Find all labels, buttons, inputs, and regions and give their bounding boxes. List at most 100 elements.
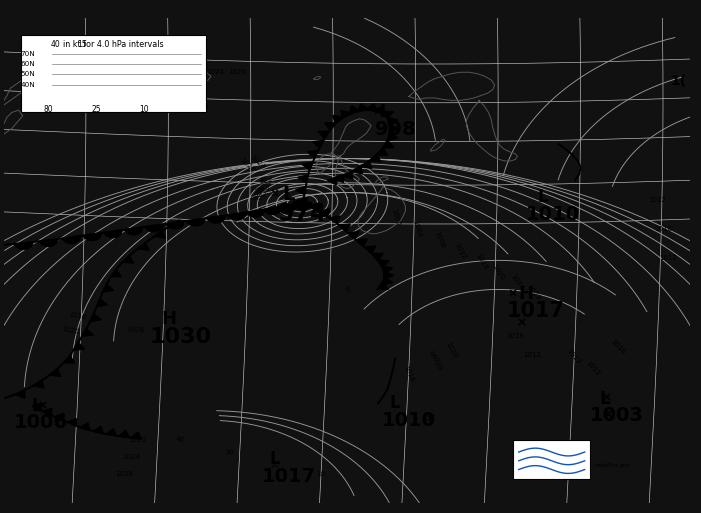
Text: L: L [538, 188, 548, 206]
Polygon shape [145, 224, 163, 232]
Polygon shape [138, 243, 149, 250]
Polygon shape [82, 329, 93, 336]
Polygon shape [264, 206, 282, 214]
Polygon shape [384, 271, 394, 280]
Text: 1017: 1017 [507, 301, 565, 321]
Text: L: L [599, 389, 610, 407]
Text: 60N: 60N [21, 61, 36, 67]
Text: 20: 20 [270, 462, 280, 469]
Text: 14020: 14020 [428, 349, 442, 372]
Polygon shape [377, 282, 388, 289]
Polygon shape [74, 343, 85, 350]
Polygon shape [104, 230, 122, 238]
Polygon shape [369, 154, 381, 162]
Text: 1012: 1012 [648, 197, 667, 203]
Polygon shape [15, 390, 25, 398]
Text: 1012: 1012 [585, 360, 601, 377]
Text: 15: 15 [78, 40, 88, 49]
Polygon shape [378, 260, 389, 267]
Polygon shape [302, 162, 313, 170]
Polygon shape [280, 204, 297, 211]
Polygon shape [318, 131, 329, 139]
Polygon shape [388, 133, 398, 141]
Polygon shape [339, 224, 350, 231]
Text: 1010: 1010 [382, 411, 436, 430]
Text: 1020: 1020 [128, 437, 147, 443]
Polygon shape [33, 380, 44, 388]
Text: 1012: 1012 [524, 352, 541, 358]
Text: 1024: 1024 [206, 69, 224, 75]
Text: H: H [518, 285, 533, 303]
Text: 1(: 1( [671, 74, 687, 88]
Polygon shape [382, 266, 393, 273]
Polygon shape [171, 220, 182, 228]
Polygon shape [80, 423, 90, 430]
Text: 998: 998 [375, 120, 416, 139]
Polygon shape [356, 239, 367, 246]
Text: 1020: 1020 [491, 264, 505, 282]
Polygon shape [382, 111, 393, 119]
Polygon shape [329, 216, 340, 224]
Polygon shape [90, 314, 101, 322]
Polygon shape [228, 212, 245, 220]
Text: 1020: 1020 [190, 102, 209, 112]
Polygon shape [83, 233, 101, 241]
Text: 1004: 1004 [411, 219, 423, 238]
Polygon shape [333, 115, 343, 123]
Text: 1024: 1024 [249, 154, 266, 170]
Text: 50: 50 [343, 285, 351, 294]
FancyBboxPatch shape [513, 440, 590, 480]
Text: 992: 992 [250, 196, 262, 201]
Text: 1012: 1012 [454, 242, 467, 261]
Polygon shape [293, 199, 304, 207]
Polygon shape [343, 171, 353, 179]
Text: 1024: 1024 [122, 454, 139, 460]
Polygon shape [361, 161, 372, 168]
Text: 40: 40 [176, 436, 186, 443]
Polygon shape [40, 239, 57, 246]
Polygon shape [334, 174, 345, 183]
Polygon shape [62, 236, 81, 244]
Polygon shape [118, 430, 129, 438]
Polygon shape [308, 203, 320, 211]
Text: 1017: 1017 [261, 467, 315, 486]
Polygon shape [123, 255, 133, 263]
Text: L: L [390, 394, 400, 412]
Polygon shape [131, 432, 142, 439]
Polygon shape [307, 150, 318, 158]
Polygon shape [296, 187, 306, 194]
Polygon shape [32, 403, 41, 410]
Text: 80: 80 [43, 105, 53, 113]
Text: 1016: 1016 [474, 252, 488, 271]
Polygon shape [67, 419, 76, 426]
Text: 1020: 1020 [444, 341, 458, 359]
Polygon shape [374, 106, 384, 114]
Text: 30: 30 [224, 449, 233, 456]
Polygon shape [64, 356, 75, 363]
Text: 1016: 1016 [654, 226, 672, 232]
Polygon shape [50, 369, 60, 377]
Text: 1020: 1020 [62, 326, 80, 335]
Text: 1028: 1028 [526, 283, 542, 301]
Text: 992: 992 [253, 192, 266, 199]
Text: 1028: 1028 [126, 326, 144, 333]
Text: L: L [270, 450, 280, 468]
Polygon shape [319, 209, 329, 216]
Polygon shape [186, 219, 205, 226]
Text: 1003: 1003 [590, 406, 644, 425]
Text: 1016: 1016 [610, 339, 627, 356]
Polygon shape [376, 148, 388, 155]
Text: 1016: 1016 [402, 365, 415, 384]
Text: 1012: 1012 [660, 255, 677, 261]
Text: 70N: 70N [21, 51, 36, 57]
Polygon shape [325, 123, 336, 130]
Text: 25: 25 [91, 105, 101, 113]
Text: 1024: 1024 [168, 103, 186, 113]
Polygon shape [106, 429, 116, 436]
Text: 1016: 1016 [68, 311, 87, 321]
Text: 984: 984 [260, 181, 272, 186]
Text: L: L [283, 185, 295, 204]
Polygon shape [352, 166, 362, 174]
Polygon shape [125, 227, 142, 235]
Text: 40: 40 [50, 40, 60, 49]
